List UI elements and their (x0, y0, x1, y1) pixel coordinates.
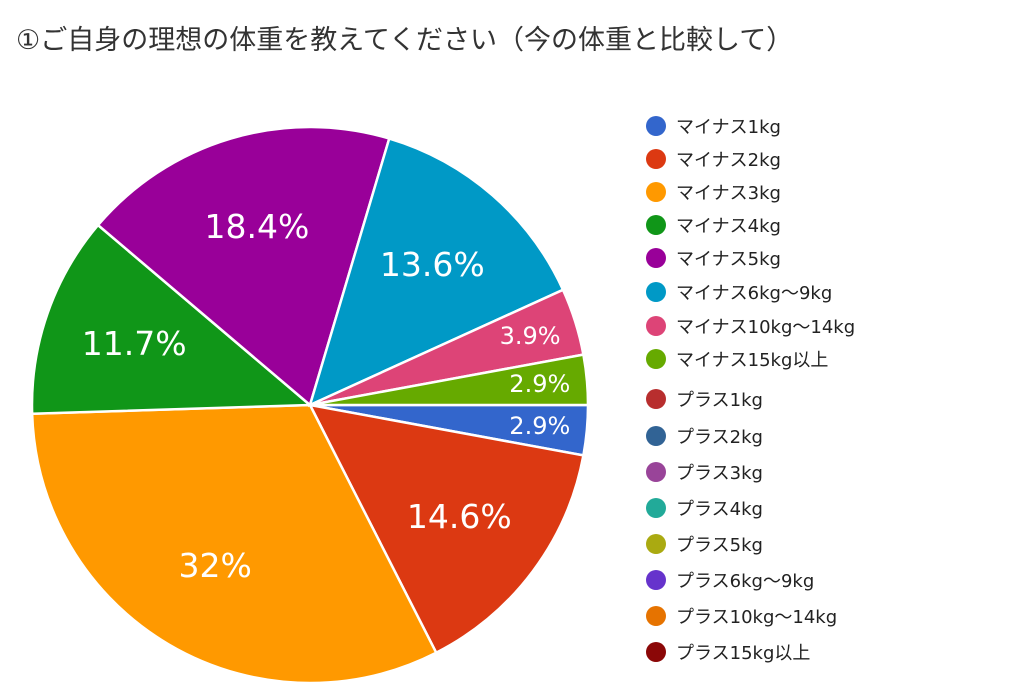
legend-label: マイナス5kg (676, 249, 781, 270)
slice-data-label: 2.9% (509, 370, 570, 398)
legend-item: プラス4kg (646, 494, 763, 522)
slice-data-label: 32% (179, 546, 252, 585)
legend-swatch (646, 349, 666, 369)
legend-item: プラス10kg〜14kg (646, 602, 837, 630)
legend-swatch (646, 215, 666, 235)
legend-swatch (646, 462, 666, 482)
pie-slice (309, 353, 590, 407)
pie-slice (96, 125, 391, 408)
chart-title: ①ご自身の理想の体重を教えてください（今の体重と比較して） (16, 25, 794, 56)
legend-item: プラス6kg〜9kg (646, 566, 814, 594)
legend-item: マイナス3kg (646, 178, 781, 206)
legend-item: プラス15kg以上 (646, 638, 810, 666)
legend-label: プラス3kg (676, 463, 763, 484)
legend-item: プラス3kg (646, 458, 763, 486)
slice-data-label: 13.6% (380, 245, 485, 284)
legend-item: マイナス5kg (646, 244, 781, 272)
pie-slice (30, 403, 438, 685)
slice-data-label: 11.7% (82, 324, 187, 363)
legend-swatch (646, 316, 666, 336)
legend-item: プラス2kg (646, 422, 763, 450)
pie-slice (307, 403, 585, 655)
legend-item: マイナス10kg〜14kg (646, 312, 855, 340)
slice-data-label: 2.9% (509, 412, 570, 440)
legend-item: マイナス4kg (646, 211, 781, 239)
legend-swatch (646, 498, 666, 518)
legend-label: プラス15kg以上 (676, 643, 811, 664)
legend-swatch (646, 389, 666, 409)
legend-swatch (646, 426, 666, 446)
legend-label: プラス4kg (676, 499, 763, 520)
legend-swatch (646, 282, 666, 302)
legend-label: マイナス6kg〜9kg (676, 283, 833, 304)
legend-item: マイナス2kg (646, 145, 781, 173)
legend-item: マイナス6kg〜9kg (646, 278, 832, 306)
legend-label: マイナス10kg〜14kg (676, 317, 856, 338)
legend-item: マイナス1kg (646, 112, 781, 140)
legend-swatch (646, 606, 666, 626)
legend-label: マイナス2kg (676, 150, 781, 171)
legend-label: プラス5kg (676, 535, 763, 556)
legend-label: マイナス3kg (676, 183, 781, 204)
slice-data-label: 18.4% (204, 207, 309, 246)
legend-swatch (646, 149, 666, 169)
pie-slice (30, 223, 314, 416)
slice-data-label: 14.6% (407, 497, 512, 536)
legend-item: マイナス15kg以上 (646, 345, 828, 373)
slice-data-label: 3.9% (500, 322, 561, 350)
legend-item: プラス5kg (646, 530, 763, 558)
legend-label: プラス6kg〜9kg (676, 571, 815, 592)
legend-label: プラス2kg (676, 427, 763, 448)
legend-swatch (646, 116, 666, 136)
legend-swatch (646, 570, 666, 590)
legend-swatch (646, 182, 666, 202)
pie-slices (30, 125, 590, 685)
pie-slice (308, 136, 565, 408)
legend-label: プラス10kg〜14kg (676, 607, 838, 628)
legend-swatch (646, 534, 666, 554)
legend-label: マイナス15kg以上 (676, 350, 829, 371)
legend-swatch (646, 248, 666, 268)
legend-label: マイナス1kg (676, 117, 781, 138)
legend-swatch (646, 642, 666, 662)
legend-label: マイナス4kg (676, 216, 781, 237)
legend-item: プラス1kg (646, 385, 763, 413)
pie-data-labels: 2.9% 14.6% 32% 11.7% 18.4% 13.6% 3.9% 2.9% (82, 207, 571, 585)
legend-label: プラス1kg (676, 390, 763, 411)
